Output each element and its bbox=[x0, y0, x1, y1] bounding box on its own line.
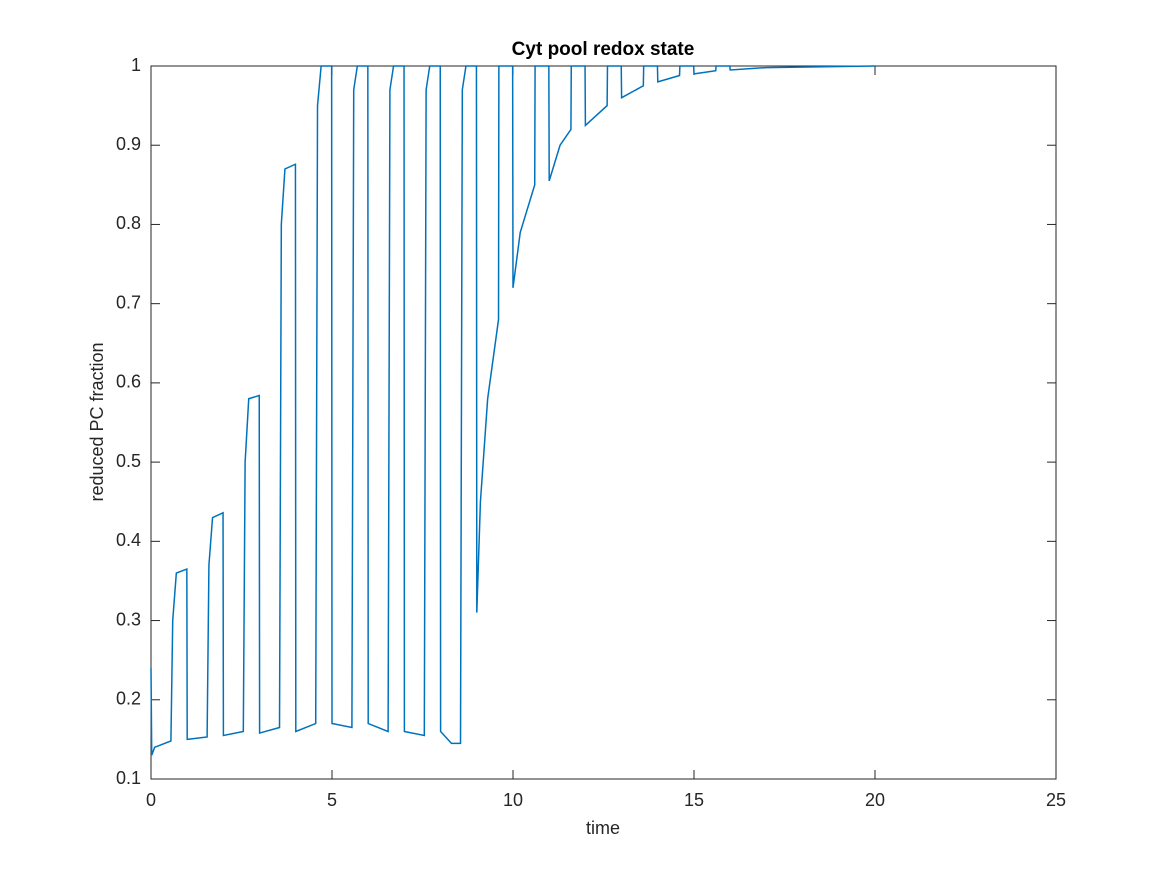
y-tick-label: 0.6 bbox=[116, 372, 141, 392]
chart-title: Cyt pool redox state bbox=[512, 39, 695, 60]
y-tick-label: 0.2 bbox=[116, 689, 141, 709]
plot-frame bbox=[150, 65, 1057, 780]
x-tick-label: 20 bbox=[865, 790, 885, 810]
y-tick-label: 0.3 bbox=[116, 609, 141, 629]
x-tick-label: 15 bbox=[684, 790, 704, 810]
x-tick-label: 0 bbox=[146, 790, 156, 810]
x-tick-label: 25 bbox=[1046, 790, 1066, 810]
y-tick-label: 0.1 bbox=[116, 768, 141, 788]
y-tick-label: 1 bbox=[131, 55, 141, 75]
y-axis-label: reduced PC fraction bbox=[87, 342, 107, 501]
y-tick-label: 0.4 bbox=[116, 530, 141, 550]
y-tick-label: 0.5 bbox=[116, 451, 141, 471]
x-tick-label: 10 bbox=[503, 790, 523, 810]
y-tick-label: 0.9 bbox=[116, 134, 141, 154]
y-tick-label: 0.7 bbox=[116, 292, 141, 312]
y-tick-label: 0.8 bbox=[116, 213, 141, 233]
data-line bbox=[150, 65, 876, 756]
x-tick-label: 5 bbox=[327, 790, 337, 810]
x-axis-label: time bbox=[586, 818, 620, 838]
